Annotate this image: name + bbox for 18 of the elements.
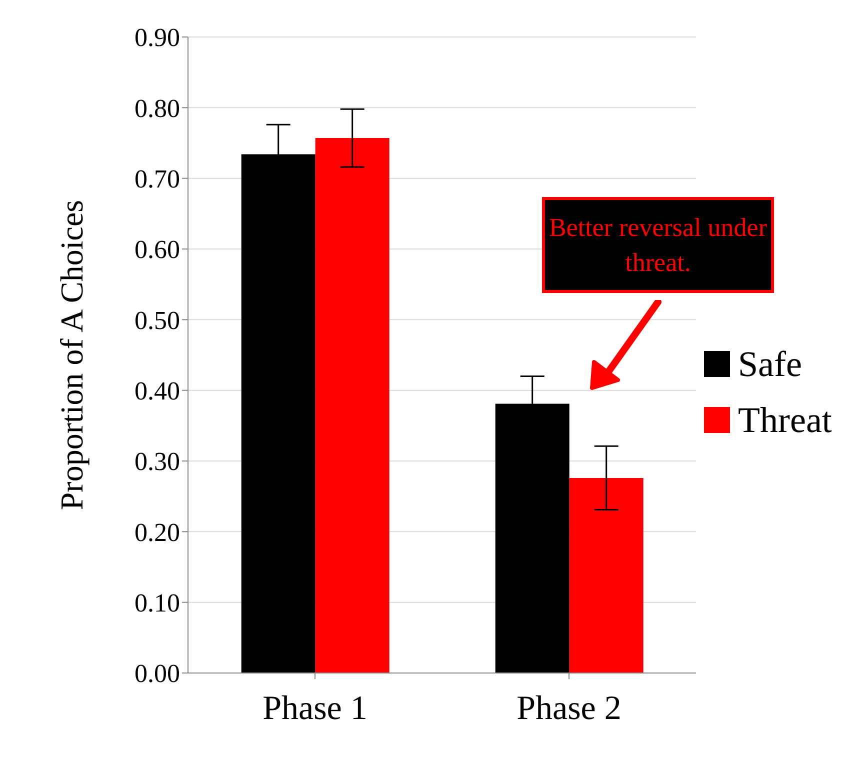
y-tick-label: 0.30 xyxy=(134,447,180,476)
x-tick-label: Phase 2 xyxy=(516,690,622,728)
y-tick-label: 0.20 xyxy=(134,518,180,547)
y-axis-title: Proportion of A Choices xyxy=(53,200,90,510)
legend-label: Safe xyxy=(738,343,802,385)
x-tick-label: Phase 1 xyxy=(262,690,368,728)
y-tick-label: 0.50 xyxy=(134,306,180,335)
bar xyxy=(569,478,644,673)
y-tick-label: 0.80 xyxy=(134,94,180,123)
y-tick-label: 0.00 xyxy=(134,659,180,688)
y-tick-label: 0.10 xyxy=(134,588,180,618)
y-tick-label: 0.90 xyxy=(134,23,180,52)
callout-box: Better reversal under threat. xyxy=(542,197,774,294)
y-tick-label: 0.70 xyxy=(134,164,180,194)
y-tick-label: 0.40 xyxy=(134,376,180,406)
legend-label: Threat xyxy=(738,399,832,441)
bar xyxy=(315,138,390,673)
y-tick-label: 0.60 xyxy=(134,235,180,264)
